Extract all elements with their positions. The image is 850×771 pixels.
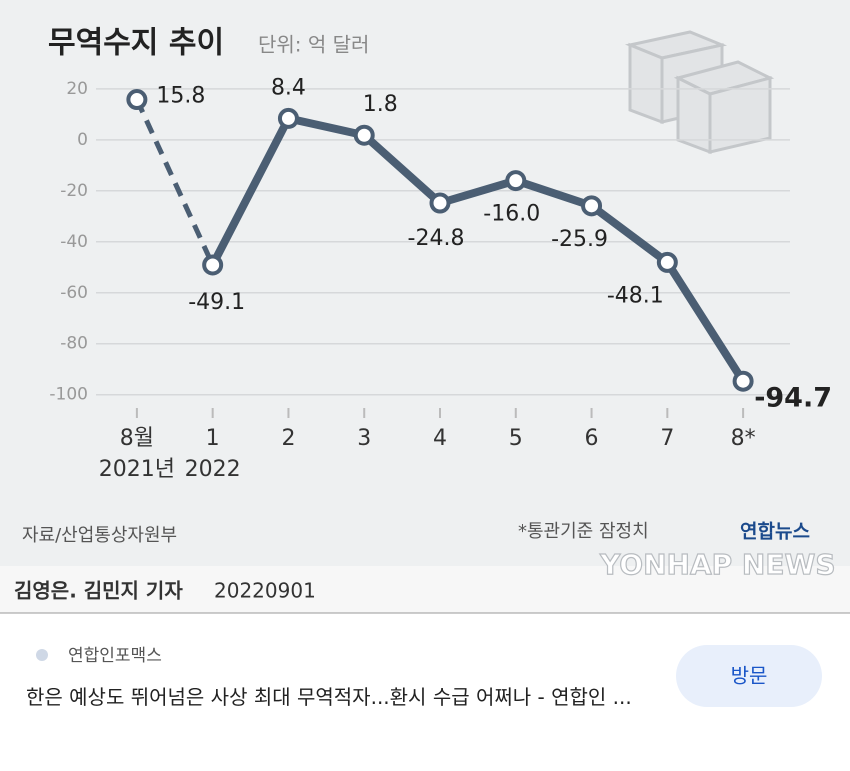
x-tick-label: 8월 [120,426,154,451]
date: 20220901 [214,579,316,603]
logo: 연합뉴스 [740,521,810,543]
x-tick-label: 1 [206,426,220,451]
x-tick-label: 4 [433,426,447,451]
value-label: -16.0 [483,202,540,227]
value-label: 8.4 [271,75,306,100]
x-tick-label: 2 [281,426,295,451]
x-tick-label: 7 [660,426,674,451]
point [353,124,375,146]
visit-button[interactable] [676,645,822,707]
value-label: -48.1 [607,283,664,308]
x-tick-label: 6 [585,426,599,451]
x-tick-label: 8* [731,426,756,451]
chart-title: 무역수지 추이 [48,26,224,61]
point [656,251,678,273]
headline-box: 한은 예상도 뛰어넘은 사상 최대 무역적자...환시 수급 어쩌나 - 연합인… [26,685,632,709]
site-name: 연합인포맥스 [68,646,162,666]
value-label: -24.8 [408,226,465,251]
value-label: 15.8 [156,84,205,109]
point [202,254,224,276]
source: 자료/산업통상자원부 [22,525,177,546]
line [209,114,747,384]
y-tick-label: -20 [60,181,88,201]
point [581,195,603,217]
y-tick-label: 20 [66,79,88,99]
value-label: -25.9 [551,227,608,252]
point [505,170,527,192]
x-tick-label: 3 [357,426,371,451]
point [277,107,299,129]
note: *통관기준 잠정치 [518,521,649,542]
x-tick-label: 5 [509,426,523,451]
chart-subtitle: 단위: 억 달러 [258,33,369,57]
y-tick-label: -100 [49,385,88,405]
boxes-icon [624,30,775,155]
point [126,89,148,111]
value-label: -49.1 [188,290,245,315]
value-label: 1.8 [363,92,398,117]
y-tick-label: -40 [60,232,88,252]
site-icon [36,649,48,661]
y-tick-label: -60 [60,283,88,303]
x-year-label: 2022 [185,457,241,482]
byline: 김영은. 김민지 기자 [14,579,183,603]
byline-band [0,566,850,613]
y-tick-label: -80 [60,334,88,354]
dashed-segment [134,98,215,267]
watermark: YONHAP NEWS [599,548,836,581]
headline[interactable]: 한은 예상도 뛰어넘은 사상 최대 무역적자...환시 수급 어쩌나 - 연합인… [26,685,632,709]
visit-button-label[interactable]: 방문 [731,664,768,688]
point [429,192,451,214]
point [732,370,754,392]
x-year-label: 2021년 [99,457,175,482]
value-label: -94.7 [754,383,832,414]
y-tick-label: 0 [77,130,88,150]
